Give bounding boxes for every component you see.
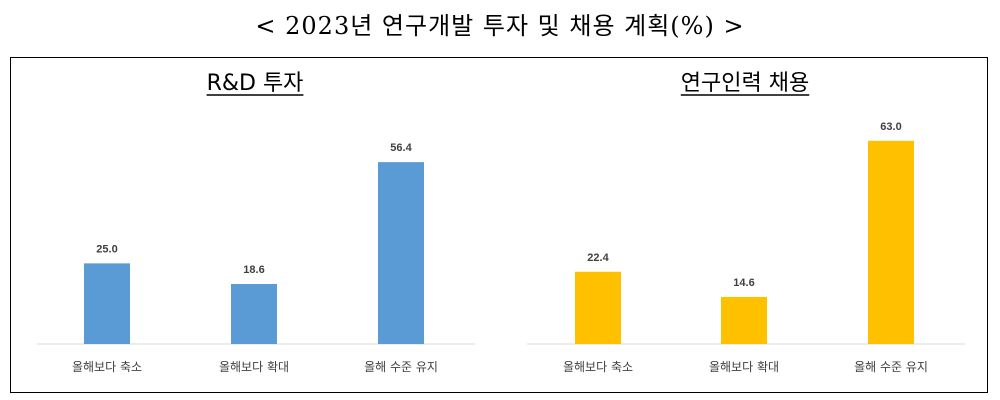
bar-올해-수준-유지 <box>378 162 424 344</box>
category-label: 올해 수준 유지 <box>364 360 438 374</box>
research-hiring-chart: 연구인력 채용 22.4 올해보다 축소 14.6 올해보다 확대 63.0 올해 수준 … <box>527 71 965 374</box>
data-label: 22.4 <box>587 252 609 264</box>
category-label: 올해보다 축소 <box>563 360 633 374</box>
chart-frame <box>10 57 988 393</box>
bar-올해-수준-유지 <box>868 140 914 344</box>
chart-title: R&D 투자 <box>207 71 304 96</box>
data-label: 18.6 <box>243 264 264 276</box>
data-label: 14.6 <box>733 277 754 289</box>
category-label: 올해보다 축소 <box>72 360 142 374</box>
bar-올해보다-확대 <box>231 284 277 344</box>
rnd-investment-chart: R&D 투자 25.0 올해보다 축소 18.6 올해보다 확대 56.4 올해 수준 유… <box>37 71 475 374</box>
category-label: 올해보다 확대 <box>219 360 289 374</box>
category-label: 올해 수준 유지 <box>854 360 928 374</box>
page-title: < 2023년 연구개발 투자 및 채용 계획(%) > <box>255 12 745 40</box>
bar-올해보다-축소 <box>84 263 130 344</box>
data-label: 56.4 <box>390 142 412 154</box>
chart-title: 연구인력 채용 <box>681 71 809 96</box>
category-label: 올해보다 확대 <box>709 360 779 374</box>
bar-올해보다-축소 <box>575 271 621 344</box>
data-label: 25.0 <box>96 243 117 255</box>
data-label: 63.0 <box>880 121 901 133</box>
bar-올해보다-확대 <box>721 296 767 344</box>
